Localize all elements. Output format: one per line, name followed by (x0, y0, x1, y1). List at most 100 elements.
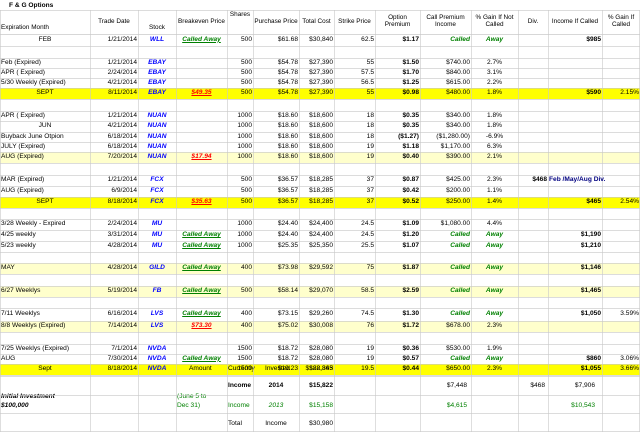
cell-purchase-price: $58.14 (277, 287, 298, 295)
cell-breakeven (176, 46, 227, 58)
cell-gain-if-called (602, 274, 640, 286)
title-row: F & G Options (0, 1, 640, 11)
cell-expiration: APR ( Expired) (1, 111, 45, 119)
header-stock: Stock (149, 24, 165, 32)
cell-income-if-called (548, 152, 602, 163)
cell-breakeven (176, 142, 227, 152)
table-row (0, 163, 640, 175)
cell-strike-price: 58.5 (361, 287, 374, 295)
cell-gain-if-called (602, 252, 640, 263)
cell-gain-not-called: Away (485, 264, 504, 272)
cell-purchase-price: $18.60 (277, 142, 298, 150)
table-row (0, 274, 640, 286)
cell-stock: NVDA (147, 344, 167, 352)
cell-stock (138, 46, 176, 58)
cell-strike-price: 24.5 (361, 220, 374, 228)
cell-call-income (420, 297, 471, 308)
cell-gain-if-called (602, 132, 640, 142)
header-trade-date: Trade Date (98, 17, 130, 25)
cell-breakeven: $73.30 (191, 322, 212, 330)
cell-option-premium: $1.09 (402, 220, 419, 228)
cell-expiration: 6/27 Weeklys (1, 287, 41, 295)
cell-gain-if-called (602, 241, 640, 252)
cell-gain-not-called: 1.8% (486, 111, 503, 119)
cell-strike-price (334, 208, 375, 219)
cell-shares: 1000 (237, 142, 252, 150)
cell-total-cost: $29,592 (309, 264, 333, 272)
cell-income-if-called: $1,210 (580, 242, 601, 250)
cell-call-income: $425.00 (446, 176, 470, 184)
cell-gain-not-called: 3.1% (486, 68, 503, 76)
cell-strike-price: 57.5 (361, 68, 374, 76)
cell-breakeven: Called Away (182, 264, 221, 272)
cell-trade-date (90, 332, 138, 344)
cell-gain-not-called: -6.9% (485, 132, 504, 140)
cell-option-premium (375, 297, 420, 308)
cell-option-premium (375, 99, 420, 111)
cell-strike-price: 19 (366, 344, 374, 352)
cell-expiration (0, 208, 90, 219)
cell-option-premium: $0.44 (402, 365, 419, 373)
cell-stock: NVDA (147, 354, 167, 362)
cell-total-cost: $18,600 (309, 153, 333, 161)
cell-strike-price: 19 (366, 153, 374, 161)
cell-strike-price: 18 (366, 111, 374, 119)
cell-income-if-called (548, 121, 602, 132)
cell-gain-not-called: Away (485, 287, 504, 295)
cell-income-if-called (548, 68, 602, 78)
cell-dividend (518, 142, 548, 152)
cell-call-income: ($1,280.00) (436, 132, 470, 140)
cell-income-if-called (548, 78, 602, 88)
invested-value: $182,363 (305, 365, 333, 373)
cell-stock (138, 274, 176, 286)
cell-strike-price: 37 (366, 176, 374, 184)
cell-trade-date (90, 163, 138, 175)
cell-trade-date: 1/21/2014 (107, 111, 137, 119)
cell-option-premium: $0.57 (402, 354, 419, 362)
cell-trade-date: 6/18/2014 (107, 132, 137, 140)
cell-expiration: AUG (Expired) (1, 153, 44, 161)
cell-dividend (518, 99, 548, 111)
cell-total-cost: $27,390 (309, 58, 333, 66)
cell-breakeven (176, 78, 227, 88)
cell-option-premium: $1.20 (402, 231, 419, 239)
table-row: 7/25 Weeklys (Expired) 7/1/2014 NVDA 1500 $1… (0, 344, 640, 354)
cell-income-if-called: $1,465 (580, 287, 601, 295)
cell-gain-not-called (471, 252, 518, 263)
total-income-label: Income (265, 420, 287, 428)
cell-strike-price: 24.5 (361, 231, 374, 239)
cell-shares: 1500 (237, 344, 252, 352)
cell-strike-price: 55 (366, 58, 374, 66)
cell-trade-date: 2/24/2014 (107, 68, 137, 76)
cell-trade-date (90, 252, 138, 263)
income-called-2014: $7,906 (574, 382, 595, 390)
cell-purchase-price (253, 332, 299, 344)
table-row (0, 297, 640, 308)
cell-stock: MU (151, 220, 163, 228)
cell-dividend (518, 132, 548, 142)
cell-call-income (420, 163, 471, 175)
cell-total-cost: $29,070 (309, 287, 333, 295)
cell-dividend (518, 332, 548, 344)
cell-purchase-price: $18.72 (277, 354, 298, 362)
cell-call-income: $390.00 (446, 153, 470, 161)
cell-breakeven (176, 252, 227, 263)
cell-stock: LVS (150, 310, 164, 318)
cell-gain-if-called (602, 58, 640, 68)
cell-stock: EBAY (148, 89, 166, 97)
cell-shares: 500 (240, 58, 252, 66)
cell-gain-if-called (602, 186, 640, 197)
cell-gain-not-called: 1.9% (486, 344, 503, 352)
cell-stock (138, 208, 176, 219)
cell-shares: 500 (240, 187, 252, 195)
cell-stock: FB (152, 287, 162, 295)
total-value: $30,980 (309, 420, 333, 428)
cell-dividend (518, 34, 548, 46)
cell-purchase-price: $54.78 (277, 58, 298, 66)
cell-shares (227, 252, 253, 263)
cell-dividend (518, 58, 548, 68)
cell-call-income (420, 208, 471, 219)
cell-trade-date: 7/1/2014 (111, 344, 137, 352)
cell-gain-if-called (602, 152, 640, 163)
cell-expiration: Feb (Expired) (1, 58, 41, 66)
